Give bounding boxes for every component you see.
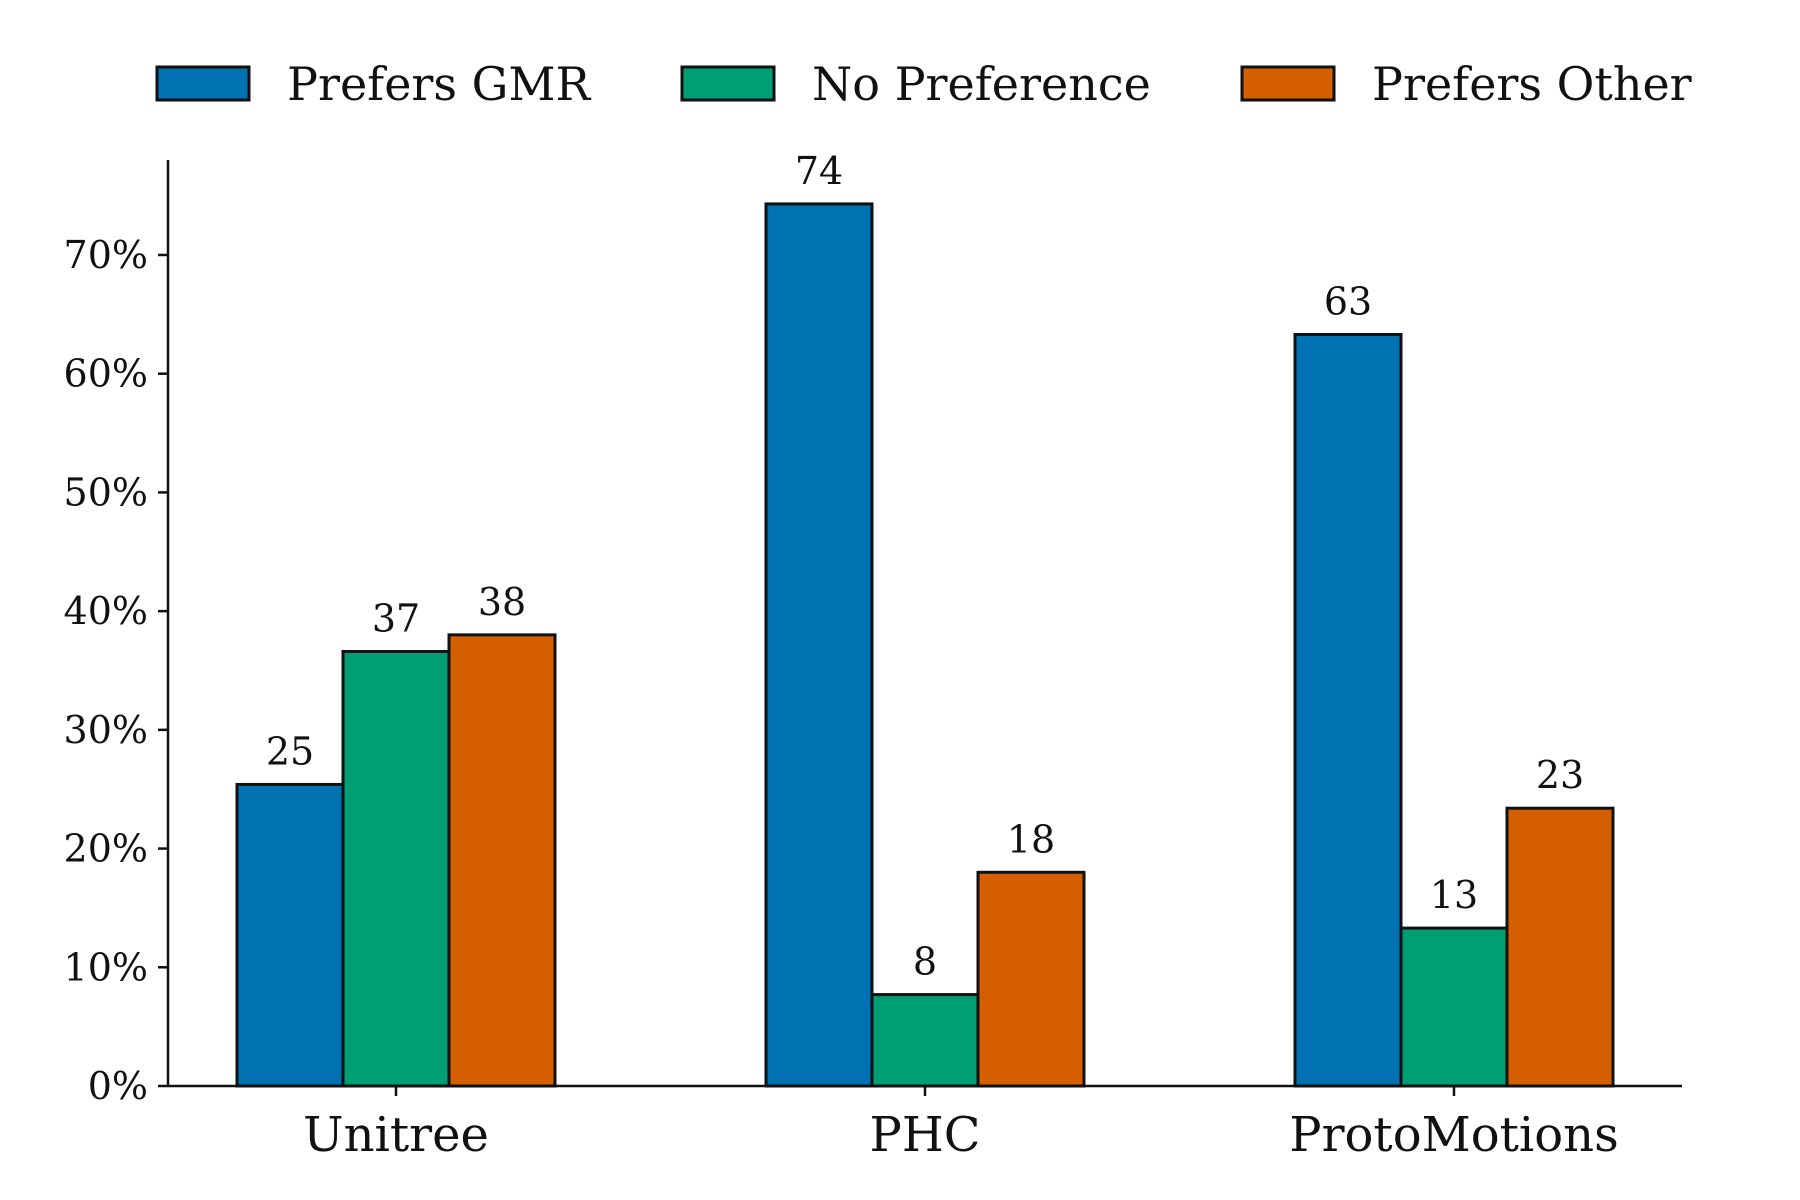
y-tick-label: 60% <box>64 352 148 396</box>
data-labels: 25 74 63 37 8 13 38 18 23 <box>266 149 1584 984</box>
data-label: 74 <box>795 149 843 193</box>
bar-unitree-no-preference <box>341 649 451 1088</box>
y-tick-label: 30% <box>64 708 148 752</box>
bar-unitree-prefers-other <box>447 633 557 1088</box>
bar-protomotions-prefers-other <box>1505 806 1615 1088</box>
y-tick-label: 0% <box>88 1064 148 1108</box>
y-tick-label: 70% <box>64 233 148 277</box>
x-tick-label: ProtoMotions <box>1289 1107 1618 1163</box>
bar-protomotions-no-preference <box>1399 926 1509 1088</box>
data-label: 13 <box>1430 873 1478 917</box>
legend-label: Prefers Other <box>1372 57 1692 111</box>
bar-phc-prefers-gmr <box>764 202 874 1088</box>
data-label: 23 <box>1536 753 1584 797</box>
y-tick-label: 10% <box>64 945 148 989</box>
legend-label: No Preference <box>812 57 1151 111</box>
legend-label: Prefers GMR <box>287 57 591 111</box>
bar-phc-no-preference <box>870 993 980 1088</box>
legend-item-prefers-other: Prefers Other <box>1240 57 1692 111</box>
data-label: 8 <box>913 940 937 984</box>
legend-item-no-preference: No Preference <box>680 57 1151 111</box>
y-axis: 0% 10% 20% 30% 40% 50% 60% 70% <box>64 160 170 1108</box>
bars <box>235 202 1615 1088</box>
legend-swatch <box>1240 65 1336 102</box>
y-tick-label: 40% <box>64 589 148 633</box>
y-tick-label: 20% <box>64 827 148 871</box>
plot-area: 25 74 63 37 8 13 38 18 23 0% 10% 20% 30% 40% 50% 60% 70… <box>64 149 1682 1163</box>
x-tick-label: PHC <box>870 1107 981 1163</box>
x-axis: Unitree PHC ProtoMotions <box>168 1084 1682 1163</box>
bar-protomotions-prefers-gmr <box>1293 333 1403 1088</box>
legend-swatch <box>680 65 776 102</box>
legend-swatch <box>155 65 251 102</box>
data-label: 63 <box>1324 280 1372 324</box>
bar-phc-prefers-other <box>976 870 1086 1088</box>
data-label: 38 <box>478 580 526 624</box>
data-label: 25 <box>266 729 314 773</box>
x-tick-label: Unitree <box>303 1107 489 1163</box>
legend: Prefers GMR No Preference Prefers Other <box>155 57 1692 111</box>
y-tick-label: 50% <box>64 470 148 514</box>
legend-item-prefers-gmr: Prefers GMR <box>155 57 591 111</box>
bar-unitree-prefers-gmr <box>235 782 345 1088</box>
data-label: 18 <box>1007 817 1055 861</box>
data-label: 37 <box>372 596 420 640</box>
